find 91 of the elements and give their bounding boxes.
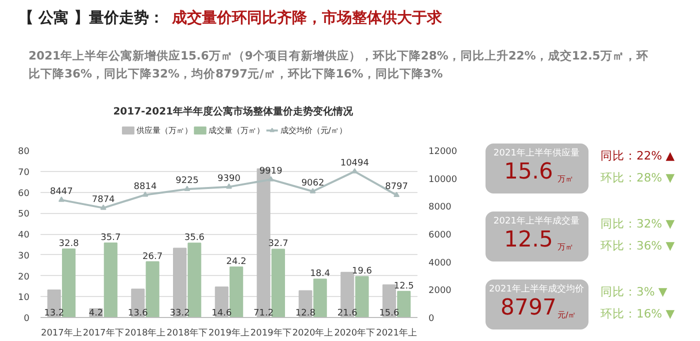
point — [184, 186, 190, 192]
data-label: 8797 — [385, 182, 408, 192]
x-tick-label: 2019年下 — [250, 328, 292, 338]
text: 万㎡ — [558, 242, 574, 252]
y-tick-label: 20 — [18, 272, 30, 282]
text: 环比：36% ▼ — [600, 238, 675, 252]
bar — [146, 261, 160, 318]
text: 2021年上半年公寓新增供应15.6万㎡（9个项目有新增供应），环比下降28%，同比上升22%，成交12.5万㎡，环比下降36%，同比下降32%，均价8797元/㎡，环比下降16%，同比下降3% — [28, 48, 648, 80]
point — [100, 204, 106, 210]
text: 15.6 — [504, 160, 553, 184]
data-label: 9062 — [301, 178, 324, 188]
data-label: 8814 — [134, 182, 157, 192]
text: 2021年上半年成交均价 — [489, 284, 584, 294]
bar — [62, 248, 76, 318]
legend-label: 成交均价（元/㎡） — [280, 126, 348, 135]
point — [58, 196, 64, 202]
x-tick-label: 2018年上 — [124, 328, 166, 338]
text: 12.5 — [504, 228, 553, 252]
bar — [188, 242, 202, 318]
text: 8797 — [500, 296, 557, 320]
x-tick-label: 2017年下 — [82, 328, 124, 338]
bar — [313, 278, 327, 318]
bar — [104, 242, 118, 318]
data-label: 18.4 — [310, 269, 330, 280]
data-label: 26.7 — [142, 252, 163, 262]
point — [142, 191, 148, 197]
bar — [230, 266, 244, 318]
text: 同比：22% ▲ — [600, 148, 675, 162]
text: 同比：32% ▼ — [600, 216, 675, 230]
bar — [397, 290, 411, 318]
text: 2021年上半年供应量 — [494, 148, 580, 158]
point — [310, 188, 316, 194]
y-tick-label: 60 — [18, 188, 30, 199]
y-tick-label: 10 — [18, 293, 30, 304]
text: 【 公寓 】量价走势： — [18, 8, 164, 26]
data-label: 4.2 — [88, 308, 104, 318]
y-tick-label: 40 — [18, 230, 30, 240]
data-label: 12.5 — [394, 281, 414, 292]
text: 环比：28% ▼ — [600, 170, 675, 184]
data-label: 12.8 — [295, 308, 316, 318]
data-label: 71.2 — [254, 308, 274, 318]
y2-tick-label: 6000 — [428, 230, 452, 240]
y-tick-label: 30 — [18, 251, 30, 262]
data-label: 13.6 — [128, 308, 148, 318]
data-label: 35.6 — [184, 233, 205, 244]
data-label: 9919 — [259, 166, 283, 176]
x-tick-label: 2020年下 — [334, 328, 376, 338]
data-label: 9390 — [218, 174, 241, 184]
text: 2021年上半年成交量 — [494, 216, 580, 226]
x-tick-label: 2019年上 — [208, 328, 250, 338]
x-tick-label: 2020年上 — [292, 328, 334, 338]
point — [226, 183, 232, 189]
data-label: 14.6 — [212, 308, 232, 318]
y2-tick-label: 2000 — [428, 286, 452, 296]
chart-title: 2017-2021年半年度公寓市场整体量价走势变化情况 — [113, 106, 354, 118]
x-tick-label: 2018年下 — [166, 328, 208, 338]
data-label: 19.6 — [352, 266, 372, 277]
legend-label: 成交量（万㎡） — [208, 126, 264, 135]
y2-tick-label: 12000 — [428, 147, 458, 157]
text: 元/㎡ — [558, 310, 576, 320]
text: 万㎡ — [558, 174, 574, 184]
text: 同比：3% ▼ — [600, 284, 668, 298]
y-tick-label: 50 — [18, 210, 30, 220]
bar — [271, 248, 286, 318]
y2-tick-label: 8000 — [428, 202, 452, 213]
data-label: 32.8 — [58, 239, 80, 250]
text: 成交量价环同比齐降，市场整体供大于求 — [171, 8, 444, 26]
data-label: 33.2 — [170, 308, 190, 318]
x-tick-label: 2017年上 — [40, 328, 82, 338]
data-label: 7874 — [92, 194, 116, 205]
bar — [355, 276, 369, 318]
data-label: 10494 — [340, 158, 370, 168]
data-label: 8447 — [50, 186, 73, 197]
data-label: 13.2 — [44, 308, 64, 318]
data-label: 24.2 — [226, 256, 246, 267]
y-tick-label: 70 — [18, 168, 30, 178]
data-label: 21.6 — [337, 308, 358, 318]
x-tick-label: 2021年上 — [376, 328, 418, 338]
data-label: 32.7 — [268, 239, 288, 250]
point — [394, 192, 400, 198]
data-label: 9225 — [176, 176, 199, 186]
data-label: 15.6 — [379, 308, 400, 318]
y-tick-label: 80 — [18, 147, 30, 157]
data-label: 35.7 — [100, 232, 121, 243]
y2-tick-label: 4000 — [428, 258, 452, 268]
y-tick-label: 0 — [24, 314, 30, 324]
legend-label: 供应量（万㎡） — [136, 126, 192, 135]
y2-tick-label: 0 — [428, 314, 434, 324]
point — [268, 176, 274, 182]
y2-tick-label: 10000 — [428, 174, 458, 185]
text: 环比：16% ▼ — [600, 306, 675, 320]
